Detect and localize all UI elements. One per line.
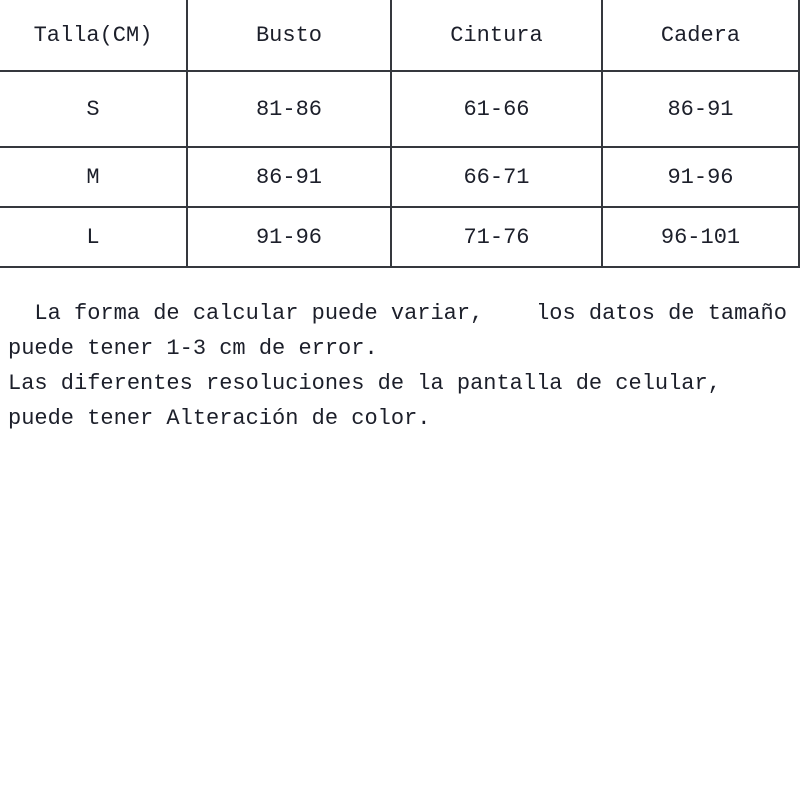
table-cell-cintura-m: 66-71 [392, 148, 603, 208]
table-cell-cadera-l: 96-101 [603, 208, 800, 268]
table-cell-size-l: L [0, 208, 188, 268]
measurement-disclaimer: La forma de calcular puede variar, los d… [8, 296, 800, 436]
table-cell-busto-l: 91-96 [188, 208, 392, 268]
disclaimer-line-4: puede tener Alteración de color. [8, 406, 431, 431]
table-cell-size-s: S [0, 72, 188, 148]
disclaimer-line-2: puede tener 1-3 cm de error. [8, 336, 378, 361]
table-cell-cadera-m: 91-96 [603, 148, 800, 208]
table-cell-size-m: M [0, 148, 188, 208]
table-cell-busto-s: 81-86 [188, 72, 392, 148]
column-header-cintura: Cintura [392, 0, 603, 72]
disclaimer-line-3: Las diferentes resoluciones de la pantal… [8, 371, 721, 396]
column-header-talla: Talla(CM) [0, 0, 188, 72]
size-table: Talla(CM) Busto Cintura Cadera S 81-86 6… [0, 0, 800, 268]
table-cell-cadera-s: 86-91 [603, 72, 800, 148]
table-cell-cintura-s: 61-66 [392, 72, 603, 148]
column-header-cadera: Cadera [603, 0, 800, 72]
column-header-busto: Busto [188, 0, 392, 72]
table-cell-busto-m: 86-91 [188, 148, 392, 208]
disclaimer-line-1: La forma de calcular puede variar, los d… [8, 301, 787, 326]
table-cell-cintura-l: 71-76 [392, 208, 603, 268]
